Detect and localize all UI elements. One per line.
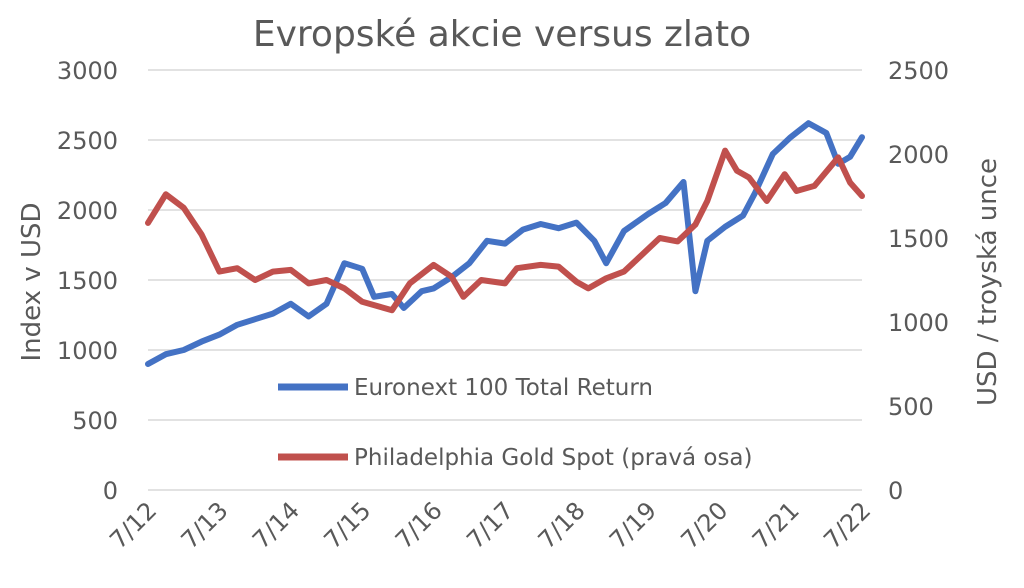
series-line-gold <box>145 147 865 314</box>
series-layer <box>145 120 865 367</box>
left-tick-label: 3000 <box>57 57 118 85</box>
x-tick-label: 7/16 <box>390 496 448 554</box>
legend: Euronext 100 Total Return Philadelphia G… <box>278 375 753 471</box>
left-tick-label: 2000 <box>57 197 118 225</box>
right-tick-label: 2500 <box>888 57 949 85</box>
left-axis-ticks: 0 500 1000 1500 2000 2500 3000 <box>57 57 118 505</box>
x-axis-ticks: 7/12 7/13 7/14 7/15 7/16 7/17 7/18 7/19 7/20 7/21… <box>104 496 876 554</box>
x-tick-label: 7/13 <box>176 496 234 554</box>
left-tick-label: 1500 <box>57 267 118 295</box>
x-tick-label: 7/22 <box>818 496 876 554</box>
left-tick-label: 0 <box>103 477 118 505</box>
chart-title: Evropské akcie versus zlato <box>253 14 751 55</box>
right-tick-label: 1000 <box>888 309 949 337</box>
left-tick-label: 500 <box>72 407 118 435</box>
x-tick-label: 7/19 <box>604 496 662 554</box>
right-axis-ticks: 0 500 1000 1500 2000 2500 <box>888 57 949 505</box>
legend-label-euronext: Euronext 100 Total Return <box>354 375 653 401</box>
x-tick-label: 7/14 <box>247 496 305 554</box>
right-axis-title: USD / troyská unce <box>973 158 1003 406</box>
x-tick-label: 7/18 <box>533 496 591 554</box>
x-tick-label: 7/17 <box>461 496 519 554</box>
right-tick-label: 500 <box>888 393 934 421</box>
right-tick-label: 2000 <box>888 141 949 169</box>
legend-label-gold: Philadelphia Gold Spot (pravá osa) <box>354 445 753 471</box>
right-tick-label: 0 <box>888 477 903 505</box>
left-tick-label: 1000 <box>57 337 118 365</box>
left-axis-title: Index v USD <box>17 202 47 361</box>
x-tick-label: 7/21 <box>747 496 805 554</box>
x-tick-label: 7/15 <box>319 496 377 554</box>
series-line-euronext <box>145 120 865 367</box>
gridlines <box>148 69 862 491</box>
left-tick-label: 2500 <box>57 127 118 155</box>
x-tick-label: 7/12 <box>104 496 162 554</box>
x-tick-label: 7/20 <box>676 496 734 554</box>
right-tick-label: 1500 <box>888 225 949 253</box>
